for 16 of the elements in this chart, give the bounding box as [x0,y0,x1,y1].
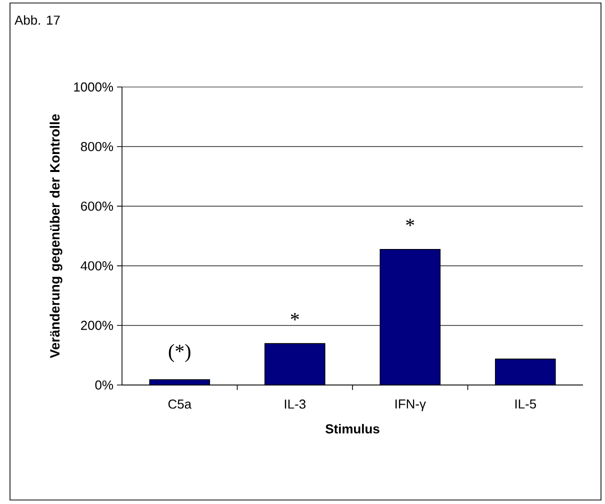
annotation: (*) [168,344,190,362]
y-tick-label: 0% [95,380,114,390]
x-tick-label: IFN-γ [396,400,426,412]
x-tick-label: IL-3 [284,400,306,409]
y-axis-title: Veränderung gegenüber der Kontrolle [50,114,62,358]
y-tick-label: 1000% [74,82,114,92]
y-tick-label: 800% [80,142,114,152]
x-tick-label: IL-5 [515,400,536,409]
y-tick-label: 200% [81,320,114,330]
y-tick-label: 600% [81,202,114,211]
chart-title: Abb. 17 [14,15,60,25]
x-tick-label: C5a [168,400,192,409]
annotation: * [406,218,414,226]
x-axis-title: Stimulus [326,424,380,434]
annotation: * [290,313,299,320]
y-tick-label: 400% [80,261,114,270]
